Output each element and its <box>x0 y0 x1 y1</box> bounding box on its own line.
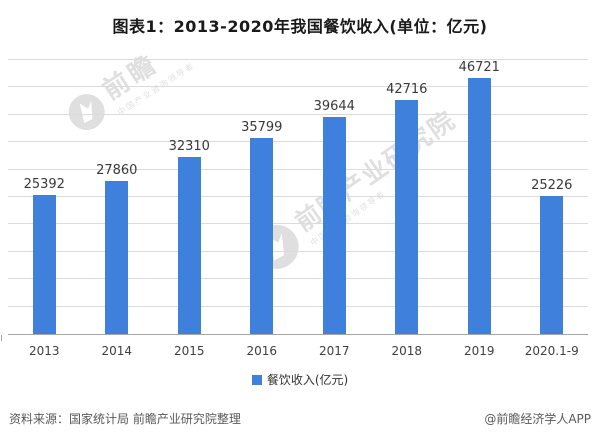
x-axis-origin-tick <box>1 335 2 341</box>
gridline <box>8 278 588 280</box>
bar <box>177 156 201 334</box>
bar-column: 25226 <box>516 60 589 334</box>
bar-column: 35799 <box>226 60 299 334</box>
plot-area: 25392 27860 32310 35799 39644 42716 46721 25226 <box>8 59 588 335</box>
bar-value-label: 39644 <box>313 98 355 114</box>
gridline <box>8 250 588 252</box>
gridline <box>8 168 588 170</box>
bar-value-label: 27860 <box>96 163 138 179</box>
bar <box>540 195 564 334</box>
legend-label: 餐饮收入(亿元) <box>266 373 349 387</box>
x-axis-label: 2013 <box>28 344 60 358</box>
bar-column: 32310 <box>153 60 226 334</box>
bar-value-label: 25392 <box>23 176 65 192</box>
x-axis-label: 2014 <box>101 344 133 358</box>
bar-column: 25392 <box>8 60 81 334</box>
legend: 餐饮收入(亿元) <box>0 371 600 388</box>
legend-swatch <box>251 374 262 385</box>
bar-value-label: 46721 <box>458 59 500 75</box>
bar-value-label: 32310 <box>168 138 210 154</box>
gridline <box>8 141 588 143</box>
source-note: 资料来源：国家统计局 前瞻产业研究院整理 <box>9 412 241 426</box>
bar <box>250 137 274 334</box>
x-axis-label: 2016 <box>246 344 278 358</box>
bar-column: 27860 <box>81 60 154 334</box>
bar-column: 39644 <box>298 60 371 334</box>
gridline <box>8 223 588 225</box>
bar <box>105 181 129 334</box>
bar-value-label: 35799 <box>241 119 283 135</box>
x-axis-label: 2019 <box>463 344 495 358</box>
gridline <box>8 196 588 197</box>
x-axis: 2013 2014 2015 2016 2017 2018 2019 2020.1-9 <box>8 344 588 358</box>
credit-note: @前瞻经济学人APP <box>484 412 591 426</box>
footer: 资料来源：国家统计局 前瞻产业研究院整理 @前瞻经济学人APP <box>9 410 591 427</box>
bar-column: 42716 <box>371 60 444 334</box>
bar <box>32 194 56 334</box>
gridline <box>8 113 588 115</box>
bar-value-label: 42716 <box>386 81 428 97</box>
bar-value-label: 25226 <box>531 177 573 193</box>
bar <box>467 77 491 334</box>
bar <box>395 99 419 334</box>
x-axis-label: 2015 <box>173 344 205 358</box>
x-axis-label: 2017 <box>318 344 350 358</box>
x-axis-label: 2020.1-9 <box>524 344 579 358</box>
gridline <box>8 86 588 88</box>
bar-column: 46721 <box>443 60 516 334</box>
gridline <box>8 305 588 307</box>
x-axis-label: 2018 <box>391 344 423 358</box>
bar-series: 25392 27860 32310 35799 39644 42716 46721 25226 <box>8 60 588 334</box>
chart-title: 图表1：2013-2020年我国餐饮收入(单位：亿元) <box>112 17 488 36</box>
bar <box>322 116 346 334</box>
gridline <box>8 59 588 60</box>
